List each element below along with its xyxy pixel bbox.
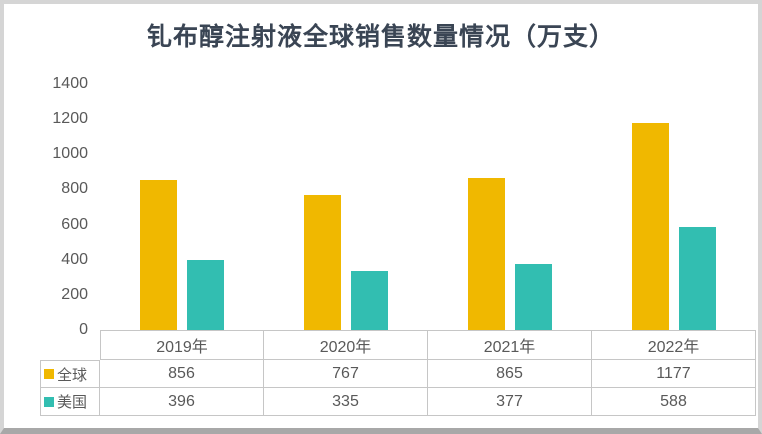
table-value-cell: 377 <box>428 388 592 416</box>
table-value-cell: 865 <box>428 360 592 388</box>
legend-swatch-icon <box>44 396 54 407</box>
y-axis-tick-label: 0 <box>79 321 88 338</box>
y-axis: 0 200 400 600 800 1000 1200 1400 <box>4 4 94 428</box>
y-axis-tick-label: 200 <box>61 285 88 303</box>
bar-全球-2022年 <box>632 123 669 330</box>
bar-group-2019年 <box>100 84 264 330</box>
table-row-label-全球: 全球 <box>40 360 100 388</box>
data-table: 2019年 2020年 2021年 2022年全球 856 767 865 1177 美国 396… <box>40 330 756 416</box>
chart-title: 钆布醇注射液全球销售数量情况（万支） <box>146 23 615 51</box>
table-value-cell: 767 <box>264 360 428 388</box>
legend-series-name: 美国 <box>57 394 88 411</box>
table-header-year: 2021年 <box>428 330 592 360</box>
table-value-cell: 396 <box>100 388 264 416</box>
y-axis-tick-label: 400 <box>61 250 88 268</box>
bar-全球-2020年 <box>304 195 341 330</box>
table-row-label-美国: 美国 <box>40 388 100 416</box>
y-axis-tick-label: 800 <box>61 180 88 198</box>
bar-美国-2022年 <box>679 226 716 330</box>
table-corner-empty <box>40 330 100 360</box>
bar-group-2022年 <box>592 84 756 330</box>
table-header-year: 2019年 <box>100 330 264 360</box>
y-axis-tick-label: 1200 <box>52 110 88 128</box>
table-header-year: 2022年 <box>592 330 756 360</box>
table-value-cell: 856 <box>100 360 264 388</box>
bar-美国-2021年 <box>515 263 552 330</box>
table-value-cell: 1177 <box>592 360 756 388</box>
legend-swatch-icon <box>44 369 54 379</box>
plot-area <box>100 84 756 330</box>
y-axis-tick-label: 1400 <box>52 75 88 92</box>
bar-美国-2020年 <box>351 271 388 330</box>
table-header-year: 2020年 <box>264 330 428 360</box>
y-axis-tick-label: 1000 <box>52 145 88 163</box>
table-value-cell: 588 <box>592 388 756 416</box>
y-axis-tick-label: 600 <box>61 215 88 233</box>
bar-group-2021年 <box>428 84 592 330</box>
bar-美国-2019年 <box>187 260 224 330</box>
table-value-cell: 335 <box>264 388 428 416</box>
legend-series-name: 全球 <box>57 366 88 384</box>
bar-全球-2021年 <box>468 178 505 330</box>
bar-group-2020年 <box>264 84 428 330</box>
bar-全球-2019年 <box>140 179 177 330</box>
